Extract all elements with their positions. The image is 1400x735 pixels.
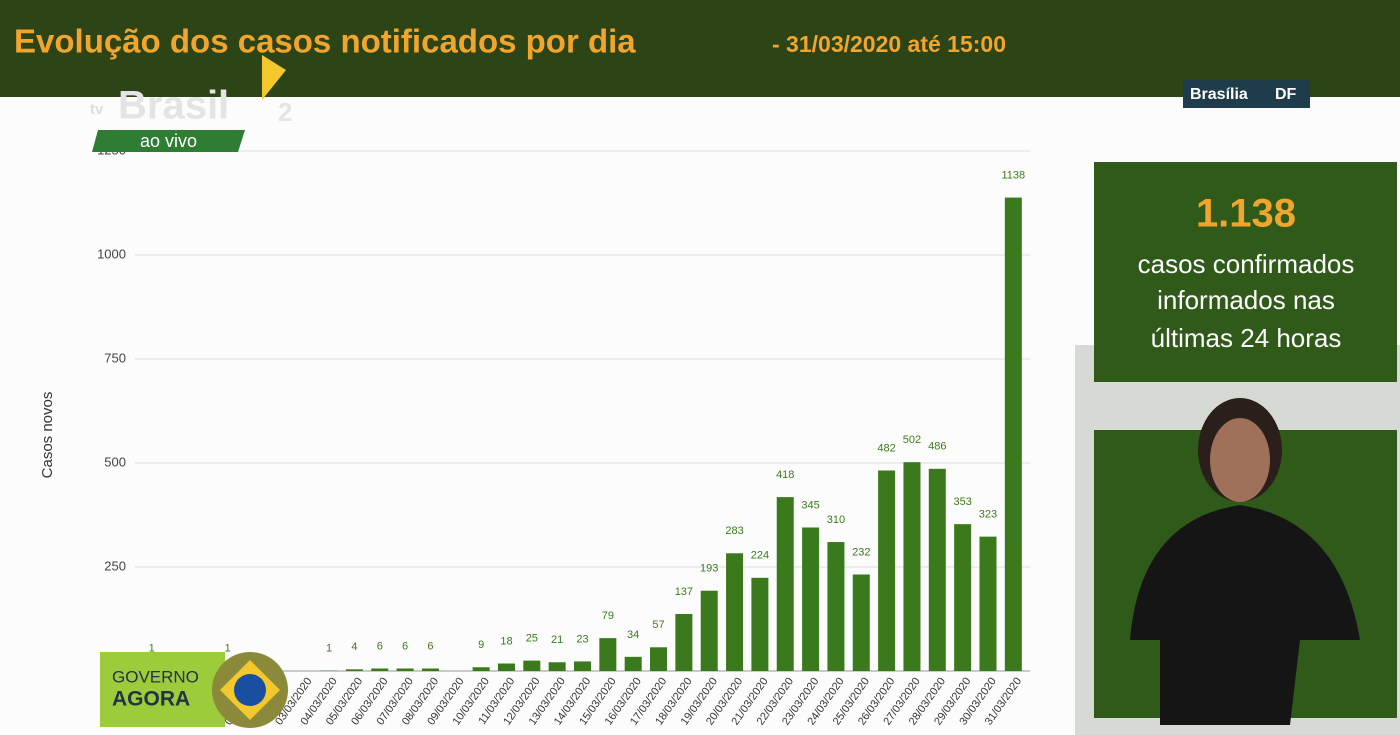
interpreter: [1130, 398, 1360, 725]
bar: [574, 661, 591, 671]
value-label: 137: [675, 586, 693, 598]
location-badge: [1183, 80, 1310, 108]
value-label: 345: [801, 499, 819, 511]
bar: [548, 662, 566, 671]
bar: [675, 614, 693, 671]
header-band: [0, 0, 1400, 97]
value-label: 1: [225, 642, 231, 654]
bar: [903, 462, 921, 671]
value-label: 6: [427, 640, 433, 652]
chart: Casos novos 2505007501000125026/02/20201…: [39, 142, 1030, 727]
logo-channel: Brasil: [118, 84, 229, 128]
bar: [523, 660, 541, 671]
bar: [396, 668, 414, 671]
subtitle: - 31/03/2020 até 15:00: [772, 31, 1006, 57]
value-label: 34: [627, 629, 639, 641]
bar: [599, 638, 617, 671]
logo-prefix: tv: [90, 101, 104, 118]
bar: [371, 668, 389, 671]
bar: [726, 553, 744, 671]
value-label: 4: [351, 641, 357, 653]
bar: [802, 527, 820, 671]
bar: [497, 663, 515, 671]
value-label: 1: [326, 642, 332, 654]
location: Brasília: [1190, 86, 1248, 103]
location-tag: DF: [1275, 86, 1297, 103]
bar: [345, 669, 363, 671]
value-label: 193: [700, 563, 718, 575]
value-label: 482: [877, 442, 895, 454]
highlight-value: 1.138: [1196, 192, 1296, 236]
bar: [776, 497, 794, 671]
bar: [421, 668, 439, 671]
bar: [650, 647, 668, 671]
value-label: 57: [652, 619, 664, 631]
highlight-box: [1094, 162, 1397, 382]
value-label: 6: [377, 640, 383, 652]
highlight-line: informados nas: [1157, 285, 1335, 315]
bar: [878, 470, 896, 671]
value-label: 1138: [1002, 169, 1026, 181]
bar: [954, 524, 972, 671]
highlight-line: últimas 24 horas: [1151, 323, 1342, 353]
highlight-line: casos confirmados: [1138, 249, 1355, 279]
value-label: 1: [149, 642, 155, 654]
bar: [700, 590, 718, 671]
logo-number: 2: [278, 97, 292, 127]
bar: [472, 667, 490, 671]
value-label: 486: [928, 441, 946, 453]
bar: [624, 656, 642, 671]
y-tick-label: 750: [104, 350, 126, 365]
program-logo: GOVERNO AGORA: [100, 652, 288, 728]
value-label: 21: [551, 634, 563, 646]
y-tick-label: 1000: [97, 246, 126, 261]
value-label: 323: [979, 509, 997, 521]
value-label: 9: [478, 639, 484, 651]
value-label: 232: [852, 546, 870, 558]
value-label: 224: [751, 550, 769, 562]
value-label: 23: [576, 633, 588, 645]
title: Evolução dos casos notificados por dia: [14, 23, 636, 60]
value-label: 502: [903, 434, 921, 446]
program-line: AGORA: [112, 688, 190, 711]
channel-logo: tv Brasil 2 ao vivo: [90, 55, 292, 152]
logo-live: ao vivo: [140, 131, 197, 151]
value-label: 6: [402, 640, 408, 652]
value-label: 25: [526, 633, 538, 645]
value-label: 310: [827, 514, 845, 526]
value-label: 418: [776, 469, 794, 481]
bar: [751, 577, 769, 671]
program-line: GOVERNO: [112, 667, 199, 686]
bar: [928, 468, 946, 671]
bar: [852, 574, 870, 671]
y-tick-label: 500: [104, 454, 126, 469]
value-label: 283: [725, 525, 743, 537]
value-label: 353: [953, 496, 971, 508]
value-label: 79: [602, 610, 614, 622]
bar: [979, 536, 997, 671]
y-axis-label: Casos novos: [39, 392, 56, 479]
y-tick-label: 250: [104, 558, 126, 573]
value-label: 18: [500, 635, 512, 647]
bar: [1004, 197, 1022, 672]
bar: [827, 542, 845, 671]
